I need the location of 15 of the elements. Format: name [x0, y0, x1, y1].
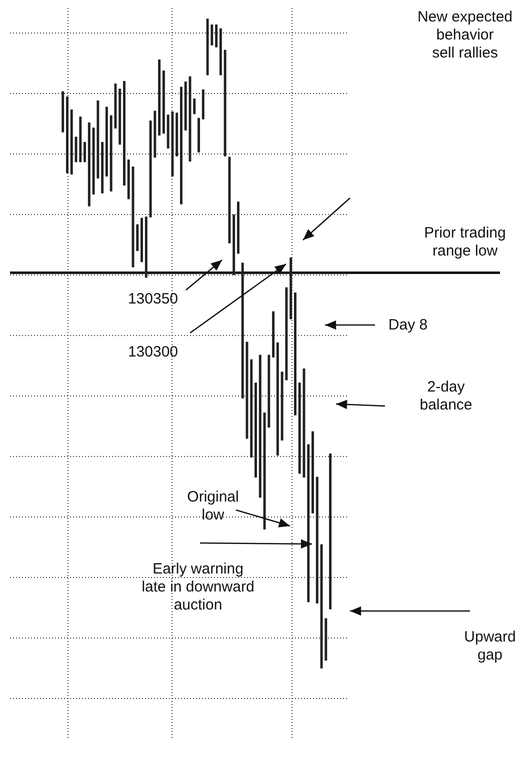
annotation: 130300 — [128, 344, 178, 361]
text: New expected behavior sell rallies — [417, 8, 513, 62]
annotation: Early warning late in downward auction — [142, 560, 254, 614]
candlestick — [136, 224, 139, 252]
candlestick — [74, 136, 78, 162]
candlestick — [202, 89, 204, 120]
ref-line-label: Prior trading range low — [424, 224, 506, 260]
text: 2-day balance — [420, 378, 472, 414]
candlestick — [62, 91, 64, 132]
candlestick — [324, 618, 328, 661]
annotation: 130350 — [128, 290, 178, 308]
candlestick — [193, 98, 196, 114]
text: Day 8 — [388, 316, 428, 334]
annotation: Original low — [187, 488, 239, 524]
text: Upward gap — [464, 628, 516, 664]
